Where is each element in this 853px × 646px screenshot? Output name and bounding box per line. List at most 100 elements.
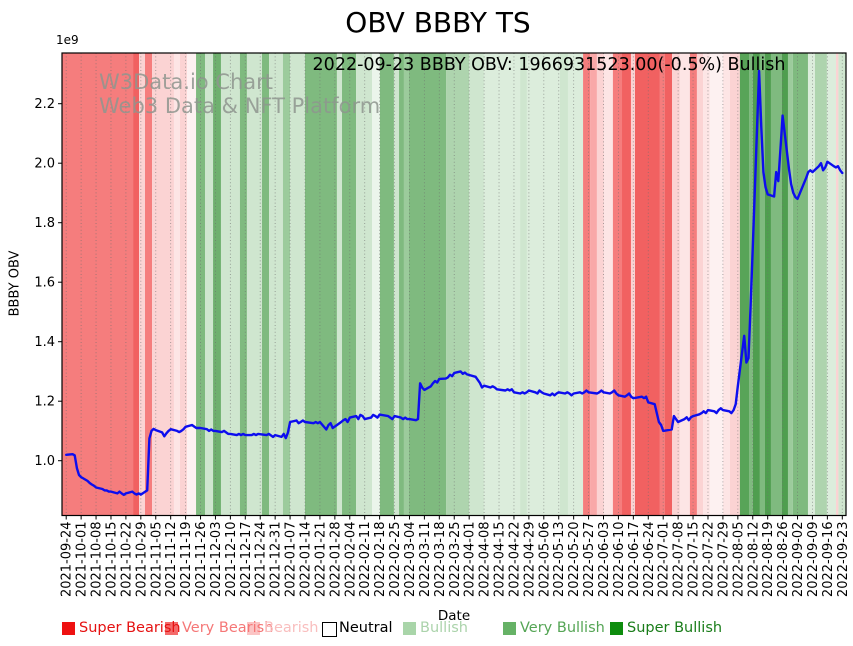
sentiment-band [792, 53, 808, 516]
sentiment-band [729, 53, 740, 516]
sentiment-band [262, 53, 270, 516]
sentiment-band [759, 53, 765, 516]
sentiment-band [399, 53, 404, 516]
sentiment-band [246, 53, 263, 516]
sentiment-band [342, 53, 357, 516]
sentiment-band [133, 53, 140, 516]
sentiment-band [664, 53, 673, 516]
sentiment-band [403, 53, 410, 516]
y-axis-label: BBBY OBV [7, 250, 23, 317]
x-tick-label: 2021-10-22 [119, 522, 134, 598]
sentiment-band [752, 53, 760, 516]
legend-label: Super Bearish [79, 620, 181, 636]
sentiment-band [446, 53, 470, 516]
x-tick-label: 2022-07-15 [687, 522, 702, 598]
sentiment-band [409, 53, 447, 516]
x-tick-label: 2021-11-26 [194, 522, 209, 598]
legend-swatch [62, 622, 75, 635]
legend-label: Super Bullish [627, 620, 723, 636]
x-tick-label: 2022-05-20 [567, 522, 582, 598]
sentiment-band [826, 53, 837, 516]
x-tick-label: 2022-02-18 [373, 522, 388, 598]
x-tick-label: 2021-11-05 [149, 522, 164, 598]
sentiment-band [356, 53, 373, 516]
y-axis-multiplier: 1e9 [56, 33, 79, 47]
x-tick-label: 2022-07-22 [701, 522, 716, 598]
sentiment-band [696, 53, 704, 516]
x-tick-label: 2022-01-07 [284, 522, 299, 598]
x-tick-label: 2022-03-18 [433, 522, 448, 598]
sentiment-band [622, 53, 631, 516]
obv-line [64, 69, 844, 497]
x-tick-label: 2022-09-23 [836, 522, 851, 598]
x-tick-label: 2022-01-28 [328, 522, 343, 598]
sentiment-band [703, 53, 710, 516]
sentiment-band [679, 53, 690, 516]
x-tick-label: 2022-06-24 [642, 522, 657, 598]
x-tick-label: 2022-02-11 [358, 522, 373, 598]
x-tick-label: 2021-10-15 [104, 522, 119, 598]
x-tick-label: 2022-08-26 [776, 522, 791, 598]
sentiment-band [269, 53, 283, 516]
x-axis-label: Date [437, 608, 471, 624]
x-tick-label: 2022-03-25 [448, 522, 463, 598]
sentiment-band [173, 53, 180, 516]
x-tick-label: 2022-09-02 [791, 522, 806, 598]
sentiment-band [372, 53, 380, 516]
sentiment-band [634, 53, 660, 516]
legend-swatch [165, 622, 178, 635]
sentiment-band [583, 53, 591, 516]
x-tick-label: 2022-02-25 [388, 522, 403, 598]
legend-swatch [503, 622, 516, 635]
y-tick-label: 2.0 [34, 157, 55, 172]
y-tick-label: 1.0 [34, 454, 55, 469]
x-tick-label: 2022-09-09 [806, 522, 821, 598]
sentiment-band [483, 53, 521, 516]
sentiment-band [379, 53, 394, 516]
sentiment-band [659, 53, 665, 516]
legend-label: Bearish [264, 620, 319, 636]
x-tick-label: 2021-11-12 [164, 522, 179, 598]
sentiment-band [672, 53, 680, 516]
x-tick-label: 2022-02-04 [343, 522, 358, 598]
legend-swatch [322, 622, 337, 637]
sentiment-band [62, 53, 134, 516]
x-tick-label: 2022-04-15 [493, 522, 508, 598]
sentiment-band [559, 53, 568, 516]
y-tick-label: 1.8 [34, 216, 55, 231]
x-tick-label: 2021-10-01 [75, 522, 90, 598]
chart-title: OBV BBBY TS [345, 6, 531, 39]
x-tick-label: 2022-05-13 [552, 522, 567, 598]
sentiment-band [596, 53, 604, 516]
x-tick-label: 2022-01-21 [313, 522, 328, 598]
x-tick-label: 2022-09-16 [821, 522, 836, 598]
x-tick-label: 2021-12-17 [239, 522, 254, 598]
y-tick-label: 1.6 [34, 276, 55, 291]
sentiment-band [807, 53, 815, 516]
sentiment-band [305, 53, 337, 516]
x-tick-label: 2022-07-01 [657, 522, 672, 598]
sentiment-band [239, 53, 247, 516]
x-tick-label: 2022-04-22 [507, 522, 522, 598]
legend-swatch [247, 622, 260, 635]
x-tick-label: 2022-03-11 [418, 522, 433, 598]
x-tick-label: 2021-10-08 [90, 522, 105, 598]
legend-label: Very Bearish [182, 620, 274, 636]
sentiment-band [469, 53, 484, 516]
sentiment-band [782, 53, 788, 516]
watermark-line1: W3Data.io Chart [99, 70, 274, 94]
sentiment-band [709, 53, 724, 516]
legend-label: Very Bullish [520, 620, 605, 636]
x-tick-label: 2021-12-24 [254, 522, 269, 598]
y-tick-label: 1.4 [34, 335, 55, 350]
x-tick-label: 2021-12-31 [269, 522, 284, 598]
legend-swatch [403, 622, 416, 635]
y-tick-label: 2.2 [34, 97, 55, 112]
sentiment-band [139, 53, 146, 516]
x-tick-label: 2022-01-14 [299, 522, 314, 598]
sentiment-band [282, 53, 291, 516]
sentiment-band [567, 53, 584, 516]
sentiment-band [787, 53, 793, 516]
x-tick-label: 2022-07-29 [716, 522, 731, 598]
